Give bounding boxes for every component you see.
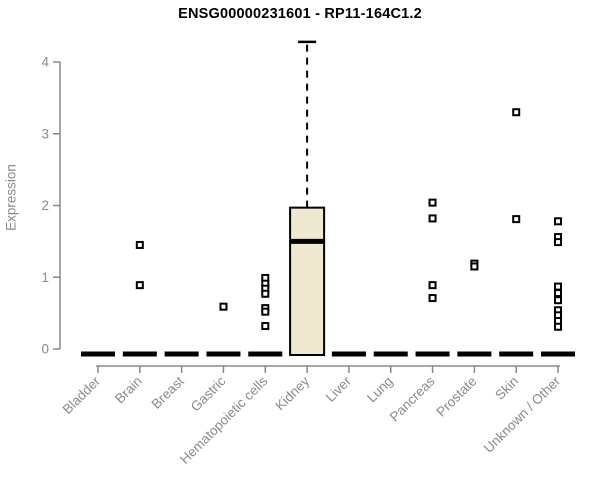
y-tick-label: 0: [41, 342, 49, 357]
zero-box: [373, 351, 408, 357]
category-label: Brain: [112, 374, 145, 407]
y-tick-label: 3: [41, 126, 49, 141]
outlier-point: [261, 307, 270, 316]
outlier-point: [554, 296, 563, 305]
category-label: Skin: [492, 374, 521, 403]
y-tick-label: 2: [41, 198, 49, 213]
category-label: Lung: [364, 374, 396, 406]
zero-box: [499, 351, 534, 357]
outlier-point: [470, 262, 479, 271]
outlier-point: [428, 294, 437, 303]
outlier-point: [135, 240, 144, 249]
outlier-point: [428, 281, 437, 290]
outlier-point: [428, 198, 437, 207]
outlier-point: [219, 302, 228, 311]
outlier-point: [261, 289, 270, 298]
y-tick-label: 1: [41, 270, 49, 285]
outlier-point: [428, 214, 437, 223]
outlier-point: [554, 217, 563, 226]
category-label: Gastric: [188, 373, 229, 414]
zero-box: [248, 351, 283, 357]
outlier-point: [554, 289, 563, 298]
outlier-point: [512, 108, 521, 117]
median-line: [290, 238, 325, 244]
category-label: Unknown / Other: [481, 373, 564, 456]
outlier-point: [261, 322, 270, 331]
chart-title: ENSG00000231601 - RP11-164C1.2: [178, 6, 422, 22]
zero-box: [206, 351, 241, 357]
category-label: Bladder: [60, 373, 104, 417]
category-label: Kidney: [272, 373, 312, 413]
category-label: Pancreas: [387, 373, 438, 424]
zero-box: [331, 351, 366, 357]
y-tick-label: 4: [41, 55, 49, 70]
outlier-point: [554, 238, 563, 247]
outlier-point: [512, 215, 521, 224]
category-label: Liver: [323, 373, 355, 405]
box-kidney: [289, 206, 326, 356]
zero-box: [415, 351, 450, 357]
zero-box: [81, 351, 115, 357]
category-label: Prostate: [433, 374, 479, 420]
zero-box: [164, 351, 199, 357]
outlier-point: [135, 281, 144, 290]
outlier-point: [554, 282, 563, 291]
zero-box: [457, 351, 492, 357]
category-label: Breast: [149, 373, 187, 411]
outlier-point: [554, 322, 563, 331]
zero-box: [122, 351, 157, 357]
zero-box: [541, 351, 576, 357]
